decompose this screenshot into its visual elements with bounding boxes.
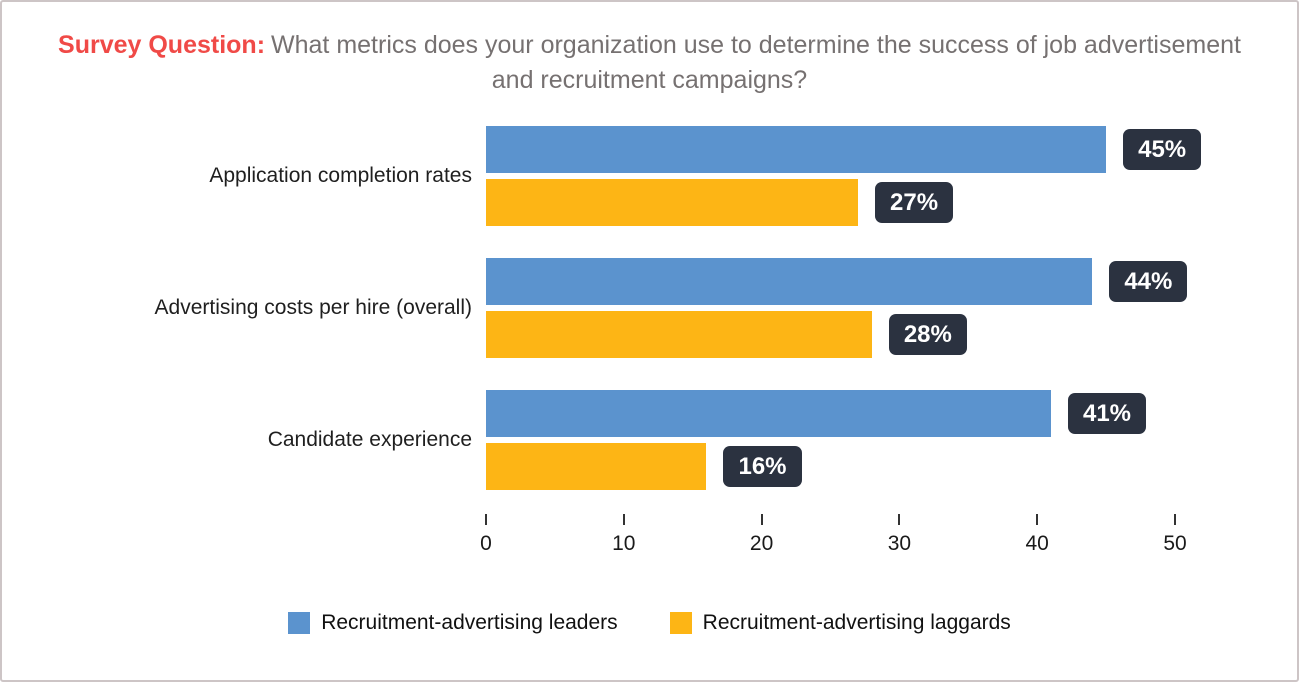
category-label: Application completion rates [209,164,472,187]
category-label: Advertising costs per hire (overall) [154,296,472,319]
x-axis-tick-label: 50 [1163,532,1187,555]
bar-laggards [486,311,872,358]
x-axis-tick-label: 20 [749,532,774,555]
x-axis-tick-label: 40 [1025,532,1049,555]
legend-item-leaders: Recruitment-advertising leaders [288,611,618,635]
bar-leaders [486,126,1107,173]
x-axis-tick-label: 10 [612,532,636,555]
value-badge: 27% [875,182,954,223]
value-badge: 44% [1109,261,1188,302]
legend-swatch-icon [288,612,311,634]
bar-laggards [486,179,859,226]
value-badge: 45% [1123,129,1202,170]
legend-label: Recruitment-advertising leaders [321,611,618,634]
x-axis-tick [485,514,487,525]
legend-swatch-icon [669,612,692,634]
category-label: Candidate experience [267,428,472,451]
legend: Recruitment-advertising leaders Recruitme… [2,611,1297,635]
x-axis-tick [1174,514,1176,525]
x-axis-tick [760,514,763,525]
value-badge: 41% [1067,393,1147,434]
x-axis-tick-label: 30 [887,532,912,555]
value-badge: 28% [888,314,967,355]
bar-leaders [486,390,1051,437]
x-axis-tick [898,514,901,525]
chart-title: Survey Question: What metrics does your o… [52,28,1247,98]
survey-question-label: Survey Question: [58,31,266,59]
bar-laggards [486,443,707,490]
x-axis-tick [622,514,625,525]
x-axis-tick [1036,514,1039,525]
x-axis-tick-label: 0 [480,532,492,555]
bar-leaders [486,258,1093,305]
legend-label: Recruitment-advertising laggards [702,611,1011,634]
value-badge: 16% [723,446,802,487]
survey-question-text: What metrics does your organization use … [271,31,1241,94]
legend-item-laggards: Recruitment-advertising laggards [669,611,1011,635]
